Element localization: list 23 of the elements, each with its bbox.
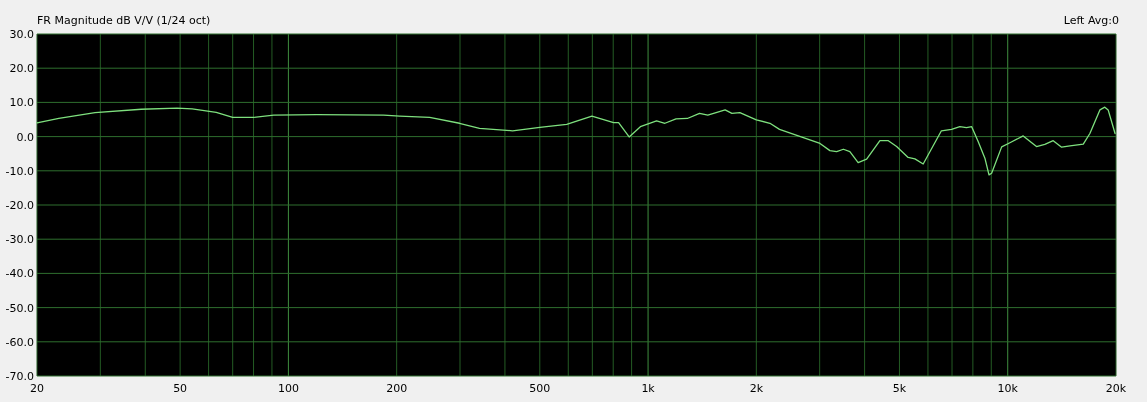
- y-tick-label: -60.0: [5, 335, 34, 349]
- x-tick-label: 1k: [641, 382, 656, 395]
- y-tick-label: 0.0: [16, 130, 34, 144]
- y-tick-label: 30.0: [9, 28, 34, 41]
- y-tick-label: 20.0: [9, 62, 34, 76]
- x-tick-label: 20k: [1105, 382, 1127, 395]
- text: Left Avg:0: [1063, 14, 1119, 27]
- x-tick-label: 200: [386, 382, 408, 395]
- y-tick-label: -10.0: [5, 164, 34, 178]
- y-tick-label: -70.0: [5, 370, 34, 383]
- x-tick-label: 50: [173, 382, 188, 395]
- x-tick-label: 10k: [997, 382, 1019, 395]
- y-tick-label: -50.0: [5, 301, 34, 315]
- y-tick-label: -20.0: [5, 199, 34, 212]
- x-tick-label: 2k: [749, 382, 764, 395]
- x-tick-label: 500: [529, 382, 551, 395]
- y-tick-label: -40.0: [5, 267, 34, 281]
- chart-title: FR Magnitude dB V/V (1/24 oct): [37, 14, 211, 27]
- x-tick-label: 5k: [892, 382, 907, 395]
- y-tick-label: 10.0: [9, 96, 34, 110]
- x-tick-label: 100: [277, 382, 299, 395]
- y-tick-label: -30.0: [5, 233, 34, 247]
- x-tick-label: 20: [30, 382, 44, 395]
